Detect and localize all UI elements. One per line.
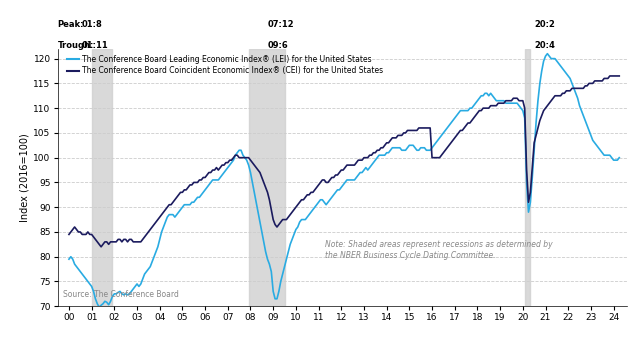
- Text: 01:8: 01:8: [82, 20, 102, 29]
- Text: 07:12: 07:12: [268, 20, 294, 29]
- Text: Source: The Conference Board: Source: The Conference Board: [63, 290, 179, 299]
- Bar: [525, 49, 531, 306]
- Text: 20:2: 20:2: [534, 20, 556, 29]
- Text: Peak:: Peak:: [58, 20, 84, 29]
- Text: Note: Shaded areas represent recessions as determined by
the NBER Business Cycle: Note: Shaded areas represent recessions …: [325, 240, 553, 260]
- Text: 20:4: 20:4: [534, 41, 556, 50]
- Bar: [92, 49, 113, 306]
- Text: 09:6: 09:6: [268, 41, 288, 50]
- Y-axis label: Index (2016=100): Index (2016=100): [19, 133, 29, 222]
- Bar: [248, 49, 285, 306]
- Legend: The Conference Board Leading Economic Index® (LEI) for the United States, The Co: The Conference Board Leading Economic In…: [67, 55, 383, 76]
- Text: 01:11: 01:11: [82, 41, 109, 50]
- Text: Trough:: Trough:: [58, 41, 94, 50]
